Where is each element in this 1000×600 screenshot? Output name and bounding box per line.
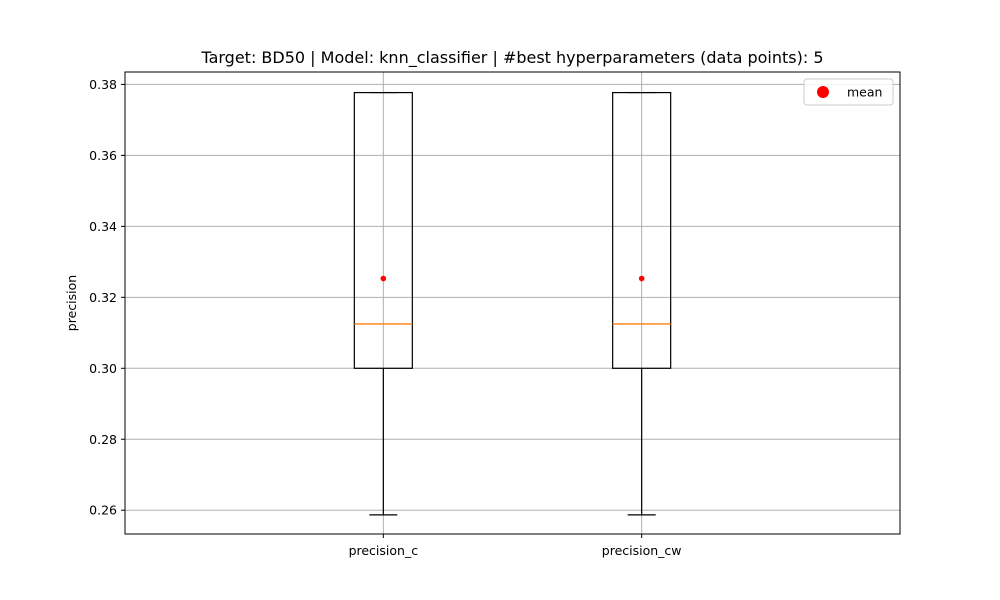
mean-marker — [380, 275, 387, 282]
plot-area-frame — [124, 71, 901, 535]
mean-marker — [638, 275, 645, 282]
y-axis-label: precision — [64, 275, 79, 331]
box-precision_cw — [612, 91, 672, 516]
y-tick-label: 0.34 — [89, 219, 117, 234]
iqr-box — [612, 91, 672, 369]
iqr-box — [353, 91, 413, 369]
y-tick-label: 0.28 — [89, 432, 117, 447]
x-tick-label: precision_c — [349, 543, 419, 558]
y-tick-label: 0.26 — [89, 503, 117, 518]
legend-frame — [803, 78, 894, 106]
legend-mean-label: mean — [847, 85, 882, 100]
axes: 0.26 0.28 0.30 0.32 0.34 0.36 0.38 precision_c p… — [89, 77, 681, 558]
legend-mean-marker — [817, 86, 829, 98]
grid-lines — [125, 72, 900, 534]
y-tick-label: 0.30 — [89, 361, 117, 376]
y-tick-label: 0.32 — [89, 290, 117, 305]
y-tick-label: 0.38 — [89, 77, 117, 92]
boxes — [353, 91, 672, 516]
legend: mean — [803, 78, 894, 106]
y-tick-label: 0.36 — [89, 148, 117, 163]
box-precision_c — [353, 91, 413, 516]
chart-title: Target: BD50 | Model: knn_classifier | #… — [200, 48, 823, 68]
x-tick-label: precision_cw — [602, 543, 682, 558]
